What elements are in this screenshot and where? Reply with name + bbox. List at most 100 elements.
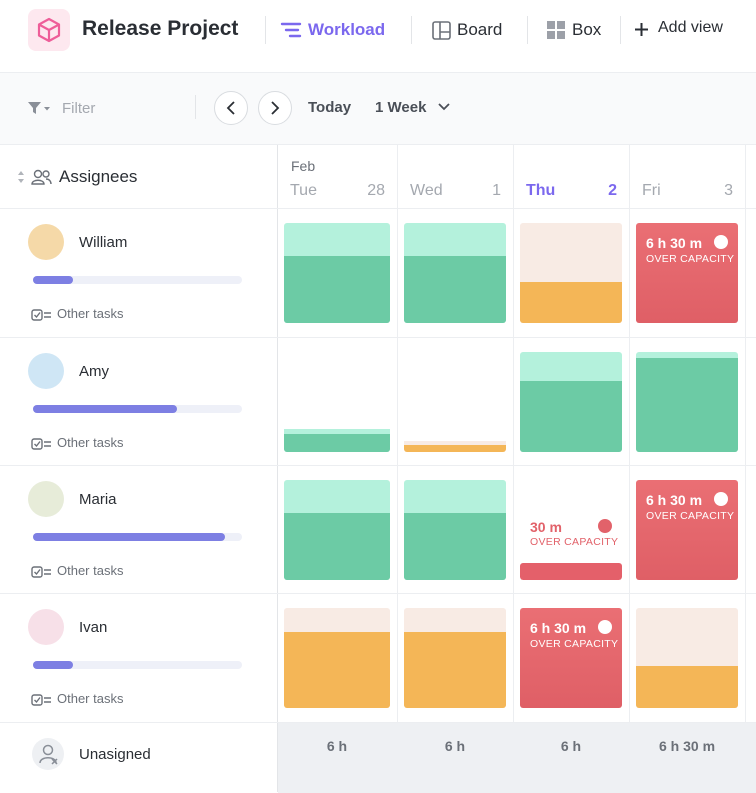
progress-fill: [33, 276, 73, 284]
load-bar: [636, 666, 738, 708]
day-date: 1: [492, 182, 501, 199]
workload-cell[interactable]: [284, 223, 390, 323]
separator: [620, 16, 621, 44]
workload-cell[interactable]: [284, 352, 390, 452]
progress-track: [33, 533, 242, 541]
tasks-icon: [31, 308, 53, 326]
grid-line: [0, 722, 756, 723]
workload-cell[interactable]: [636, 352, 738, 452]
load-bar: [404, 445, 506, 452]
progress-fill: [33, 405, 178, 413]
over-note: OVER CAPACITY: [530, 536, 619, 548]
chevron-right: [271, 101, 280, 115]
over-note: OVER CAPACITY: [530, 638, 619, 650]
progress-fill: [33, 533, 226, 541]
assignee-name: Unasigned: [79, 746, 151, 763]
view-tab[interactable]: Box: [572, 20, 602, 39]
assignee-name: William: [79, 234, 128, 251]
avatar: [28, 481, 64, 517]
grid-line: [277, 145, 278, 792]
load-bar: [520, 282, 622, 323]
grid-line: [0, 465, 756, 466]
total-hours: 6 h: [444, 738, 466, 754]
day-name: Tue: [290, 182, 317, 199]
workload-cell[interactable]: [636, 608, 738, 708]
workload-cell[interactable]: [404, 608, 506, 708]
separator: [195, 95, 196, 119]
other-tasks: Other tasks: [57, 306, 124, 321]
person-x-icon: [32, 738, 64, 770]
workload-cell[interactable]: 6 h 30 m OVER CAPACITY: [636, 223, 738, 323]
workload-cell[interactable]: [520, 223, 622, 323]
progress-track: [33, 661, 242, 669]
grid-line: [745, 145, 746, 792]
avatar: [28, 353, 64, 389]
filter-icon: [28, 102, 50, 114]
sort-people-icon: [18, 169, 52, 185]
filter-input[interactable]: Filter: [62, 100, 96, 117]
chevron-down: [438, 103, 450, 111]
day-date: 28: [367, 182, 385, 199]
tasks-icon: [31, 693, 53, 711]
load-bar: [404, 256, 506, 323]
prev-button[interactable]: [214, 91, 248, 125]
assignee-name: Amy: [79, 363, 109, 380]
assignee-name: Ivan: [79, 619, 108, 636]
month-label: Feb: [291, 158, 316, 174]
today-button[interactable]: Today: [308, 99, 352, 116]
workload-cell[interactable]: [520, 352, 622, 452]
grid-line: [397, 145, 398, 792]
chevron-left: [226, 101, 235, 115]
check-icon: [31, 566, 51, 578]
day-name: Wed: [410, 182, 443, 199]
over-note: OVER CAPACITY: [646, 253, 735, 265]
workload-icon: [280, 22, 302, 38]
load-bar: [284, 434, 390, 452]
load-bar: [636, 358, 738, 452]
over-note: OVER CAPACITY: [646, 510, 735, 522]
board-icon: [432, 21, 451, 40]
other-tasks: Other tasks: [57, 563, 124, 578]
workload-cell[interactable]: [284, 480, 390, 580]
assignees-header: Assignees: [59, 167, 138, 186]
workload-cell[interactable]: 30 m OVER CAPACITY: [520, 480, 622, 580]
day-date: 2: [608, 182, 617, 199]
progress-track: [33, 276, 242, 284]
over-label: 6 h 30 m: [646, 235, 703, 251]
range-select[interactable]: 1 Week: [375, 99, 427, 116]
grid-line: [629, 145, 630, 792]
view-tab[interactable]: Workload: [308, 20, 386, 39]
progress-track: [33, 405, 242, 413]
total-hours: 6 h 30 m: [658, 738, 716, 754]
box-icon: [547, 21, 565, 39]
day-date: 3: [724, 182, 733, 199]
workload-cell[interactable]: [404, 480, 506, 580]
workload-grid: Assignees Feb Tue 28 Wed 1 Thu 2 Fri 3 William Ot…: [0, 145, 756, 793]
tasks-icon: [31, 437, 53, 455]
workload-cell[interactable]: [284, 608, 390, 708]
over-label: 6 h 30 m: [530, 620, 587, 636]
avatar: [28, 609, 64, 645]
separator: [411, 16, 412, 44]
over-label: 6 h 30 m: [646, 492, 703, 508]
workload-cell[interactable]: 6 h 30 m OVER CAPACITY: [636, 480, 738, 580]
workload-cell[interactable]: [404, 352, 506, 452]
check-icon: [31, 694, 51, 706]
unassigned-icon: [31, 737, 65, 776]
day-name: Fri: [642, 182, 661, 199]
workload-cell[interactable]: [404, 223, 506, 323]
add-view[interactable]: Add view: [658, 19, 723, 36]
plus-icon: [635, 23, 648, 36]
tasks-icon: [31, 565, 53, 583]
footer-band: [278, 723, 756, 793]
load-bar: [520, 563, 622, 580]
view-tab[interactable]: Board: [457, 20, 503, 39]
check-icon: [31, 309, 51, 321]
cube-icon: [37, 17, 61, 43]
total-hours: 6 h: [326, 738, 348, 754]
other-tasks: Other tasks: [57, 435, 124, 450]
warning-icon: [598, 620, 612, 634]
workload-cell[interactable]: 6 h 30 m OVER CAPACITY: [520, 608, 622, 708]
next-button[interactable]: [258, 91, 292, 125]
